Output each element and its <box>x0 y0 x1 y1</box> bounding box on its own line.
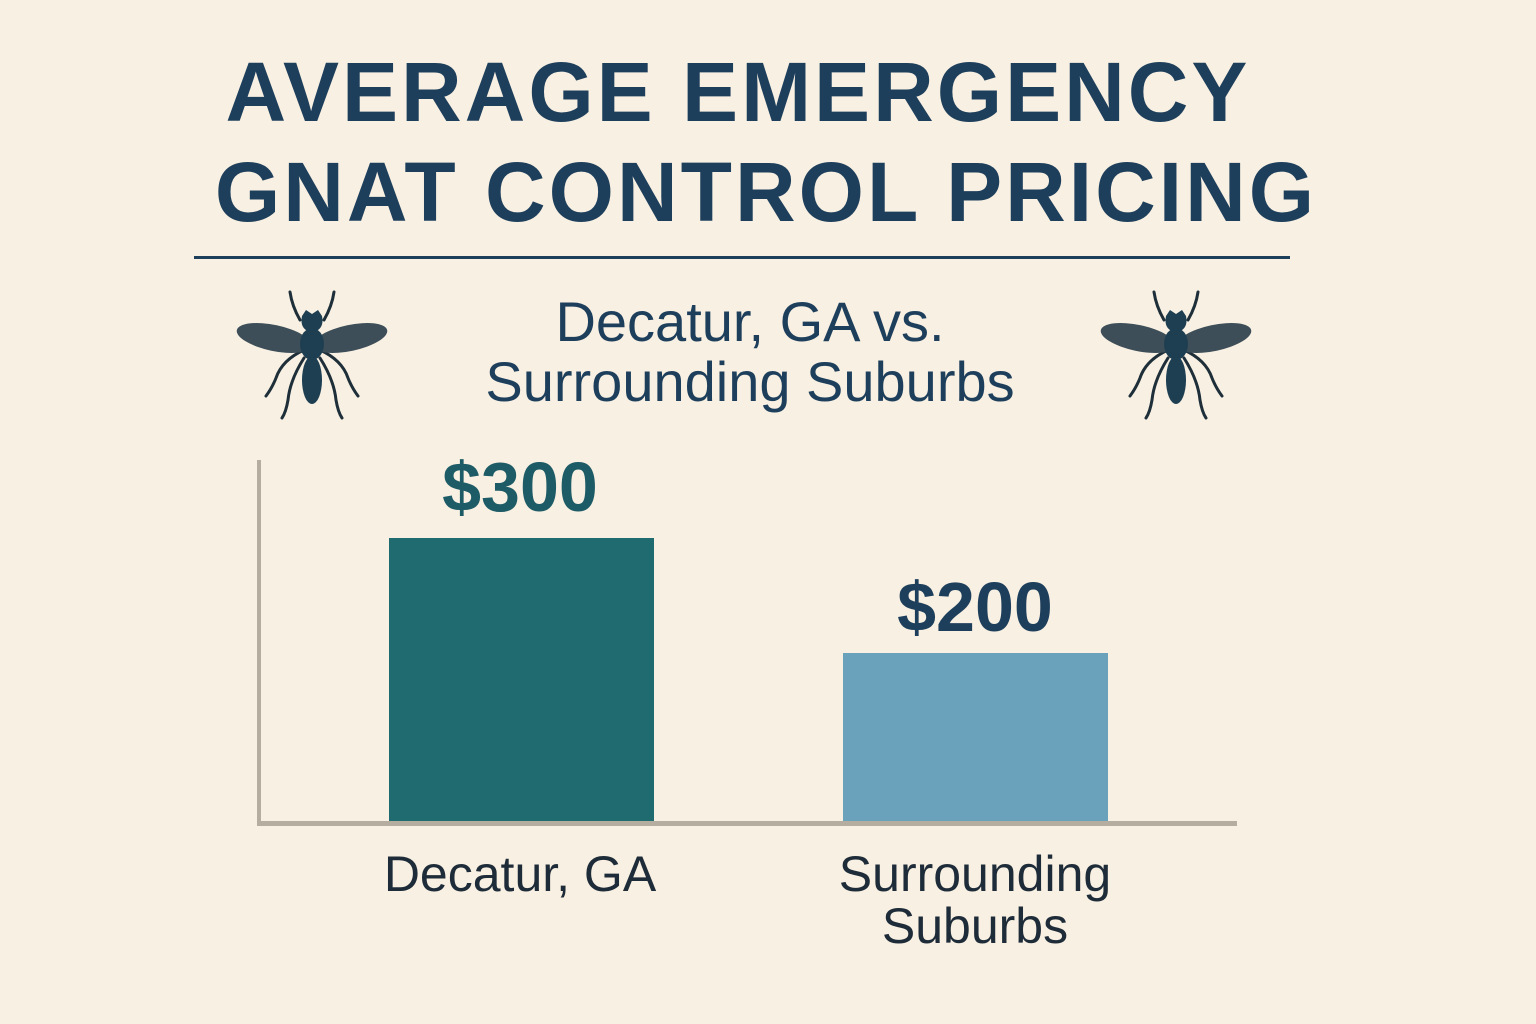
title-divider <box>194 256 1290 259</box>
x-axis <box>257 821 1237 826</box>
gnat-icon <box>236 290 388 420</box>
category-label-suburbs-line2: Suburbs <box>881 898 1069 954</box>
bar-suburbs <box>843 653 1108 821</box>
chart-title-line2: GNAT CONTROL PRICING <box>214 145 1318 239</box>
subtitle-line2: Surrounding Suburbs <box>485 350 1015 413</box>
gnat-icon <box>1100 290 1252 420</box>
bar-value-label-suburbs: $200 <box>897 568 1053 646</box>
category-label-suburbs-line1: Surrounding <box>838 846 1112 902</box>
category-label-decatur: Decatur, GA <box>383 846 657 902</box>
subtitle-line1: Decatur, GA vs. <box>555 290 945 353</box>
bar-decatur <box>389 538 654 821</box>
chart-subtitle: Decatur, GA vs. Surrounding Suburbs <box>400 292 1100 412</box>
category-label-suburbs: Surrounding Suburbs <box>775 848 1175 952</box>
chart-title-line1: AVERAGE EMERGENCY <box>225 45 1251 139</box>
bar-value-label-decatur: $300 <box>442 448 598 526</box>
y-axis <box>257 460 261 826</box>
